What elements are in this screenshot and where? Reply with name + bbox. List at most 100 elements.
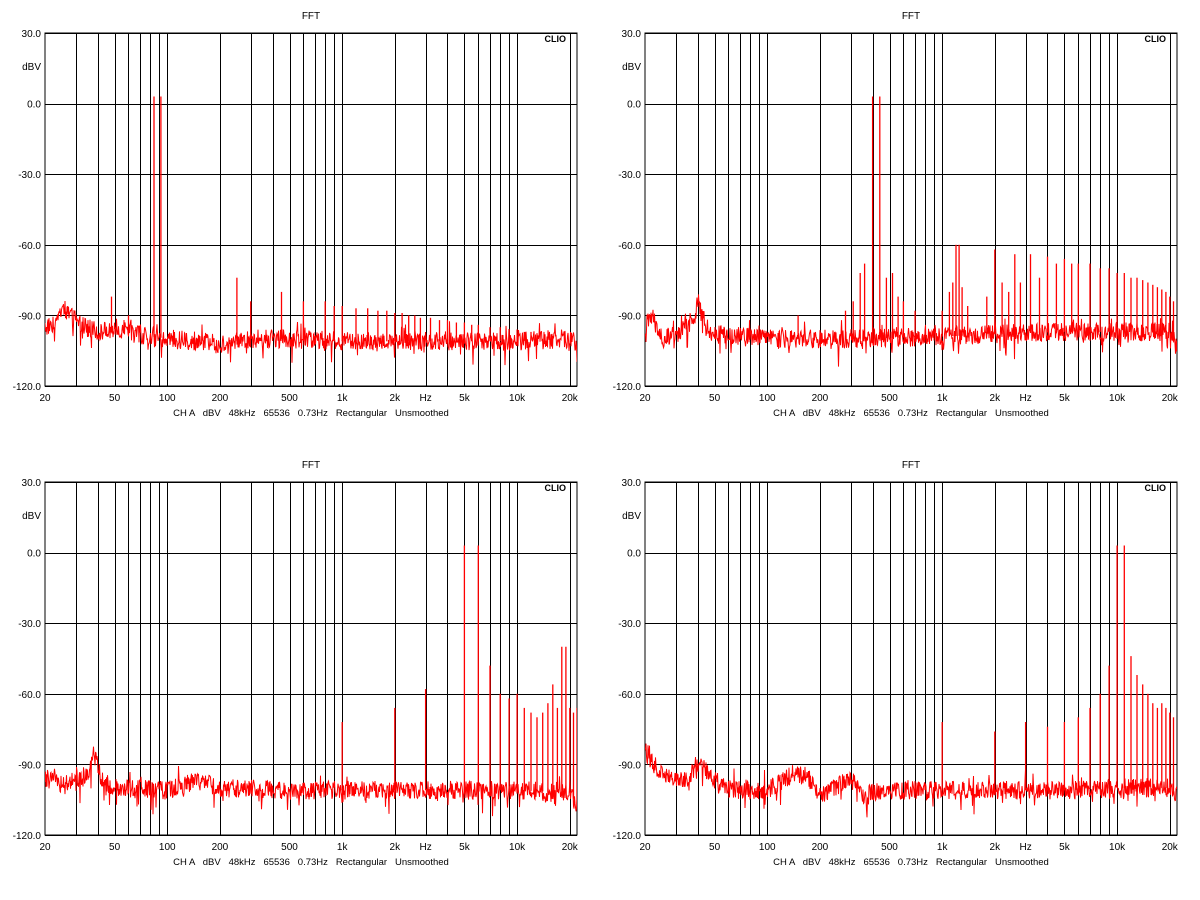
fft-trace: [45, 96, 577, 366]
x-tick-label: 1k: [337, 842, 349, 853]
x-tick-label: 10k: [1109, 842, 1126, 853]
x-tick-label: 5k: [1059, 842, 1071, 853]
y-tick-label: -120.0: [613, 831, 642, 842]
brand-label: CLIO: [545, 34, 567, 44]
y-tick-label: 0.0: [27, 549, 41, 560]
x-tick-label: 500: [881, 393, 898, 404]
fft-trace: [645, 545, 1177, 818]
measurement-settings: CH A dBV 48kHz 65536 0.73Hz Rectangular …: [173, 408, 449, 419]
x-tick-label: 20k: [562, 842, 579, 853]
x-tick-label: 1k: [937, 842, 949, 853]
y-tick-label: -90.0: [618, 760, 641, 771]
y-tick-label: -120.0: [13, 382, 42, 393]
x-tick-label: 5k: [1059, 393, 1071, 404]
x-tick-label: 200: [812, 393, 829, 404]
x-tick-label: 2k: [990, 393, 1002, 404]
y-axis-label: dBV: [22, 511, 41, 522]
x-tick-label: 2k: [390, 842, 402, 853]
x-tick-label: 10k: [509, 393, 526, 404]
chart-title: FFT: [302, 11, 320, 22]
x-axis-label: Hz: [420, 842, 432, 853]
y-tick-label: 30.0: [622, 29, 642, 40]
fft-chart-3: FFTCLIOdBV30.00.0-30.0-60.0-90.0-120.020…: [13, 460, 579, 868]
grid-lines: [45, 482, 577, 836]
x-tick-label: 50: [709, 842, 721, 853]
plot-area: [44, 32, 578, 387]
noise-floor-trace: [45, 300, 577, 366]
y-tick-label: 30.0: [622, 478, 642, 489]
noise-floor-trace: [645, 743, 1177, 818]
x-tick-label: 20k: [1162, 393, 1179, 404]
y-tick-label: 30.0: [22, 478, 42, 489]
y-tick-label: 0.0: [627, 549, 641, 560]
x-tick-label: 20k: [1162, 842, 1179, 853]
brand-label: CLIO: [545, 483, 567, 493]
x-tick-label: 20k: [562, 393, 579, 404]
x-axis-label: Hz: [420, 393, 432, 404]
x-tick-label: 500: [281, 842, 298, 853]
y-tick-label: -30.0: [618, 619, 641, 630]
x-tick-label: 1k: [337, 393, 349, 404]
x-tick-label: 200: [212, 842, 229, 853]
y-tick-label: 30.0: [22, 29, 42, 40]
noise-floor-trace: [45, 746, 577, 817]
chart-title: FFT: [902, 11, 920, 22]
x-tick-label: 1k: [937, 393, 949, 404]
x-tick-label: 100: [759, 393, 776, 404]
y-axis-label: dBV: [622, 62, 641, 73]
y-tick-label: -30.0: [618, 170, 641, 181]
x-tick-label: 10k: [509, 842, 526, 853]
y-tick-label: -120.0: [13, 831, 42, 842]
x-axis-label: Hz: [1020, 842, 1032, 853]
grid-lines: [45, 33, 577, 387]
x-tick-label: 100: [159, 842, 176, 853]
brand-label: CLIO: [1145, 34, 1167, 44]
brand-label: CLIO: [1145, 483, 1167, 493]
x-tick-label: 5k: [459, 842, 471, 853]
x-tick-label: 20: [39, 393, 51, 404]
measurement-settings: CH A dBV 48kHz 65536 0.73Hz Rectangular …: [773, 408, 1049, 419]
x-tick-label: 100: [159, 393, 176, 404]
noise-floor-trace: [645, 294, 1177, 367]
x-tick-label: 50: [709, 393, 721, 404]
chart-title: FFT: [902, 460, 920, 471]
x-tick-label: 200: [212, 393, 229, 404]
y-tick-label: -60.0: [18, 241, 41, 252]
y-tick-label: -90.0: [18, 760, 41, 771]
fft-trace: [45, 545, 577, 817]
y-tick-label: -90.0: [618, 311, 641, 322]
measurement-settings: CH A dBV 48kHz 65536 0.73Hz Rectangular …: [773, 857, 1049, 868]
y-axis-label: dBV: [22, 62, 41, 73]
y-tick-label: -30.0: [18, 170, 41, 181]
y-tick-label: -60.0: [18, 690, 41, 701]
y-axis-label: dBV: [622, 511, 641, 522]
y-tick-label: -60.0: [618, 690, 641, 701]
x-tick-label: 20: [639, 842, 651, 853]
x-tick-label: 10k: [1109, 393, 1126, 404]
y-tick-label: 0.0: [27, 100, 41, 111]
x-tick-label: 2k: [990, 842, 1002, 853]
x-tick-label: 20: [39, 842, 51, 853]
x-tick-label: 5k: [459, 393, 471, 404]
x-tick-label: 50: [109, 393, 121, 404]
x-tick-label: 100: [759, 842, 776, 853]
fft-chart-1: FFTCLIOdBV30.00.0-30.0-60.0-90.0-120.020…: [13, 11, 579, 419]
y-tick-label: -120.0: [613, 382, 642, 393]
x-tick-label: 500: [281, 393, 298, 404]
fft-trace: [645, 96, 1177, 367]
y-tick-label: -60.0: [618, 241, 641, 252]
x-axis-label: Hz: [1020, 393, 1032, 404]
plot-area: [44, 481, 578, 836]
y-tick-label: 0.0: [627, 100, 641, 111]
chart-title: FFT: [302, 460, 320, 471]
fft-chart-2: FFTCLIOdBV30.00.0-30.0-60.0-90.0-120.020…: [613, 11, 1179, 419]
fft-chart-4: FFTCLIOdBV30.00.0-30.0-60.0-90.0-120.020…: [613, 460, 1179, 868]
y-tick-label: -30.0: [18, 619, 41, 630]
measurement-settings: CH A dBV 48kHz 65536 0.73Hz Rectangular …: [173, 857, 449, 868]
x-tick-label: 50: [109, 842, 121, 853]
y-tick-label: -90.0: [18, 311, 41, 322]
x-tick-label: 500: [881, 842, 898, 853]
x-tick-label: 2k: [390, 393, 402, 404]
x-tick-label: 20: [639, 393, 651, 404]
